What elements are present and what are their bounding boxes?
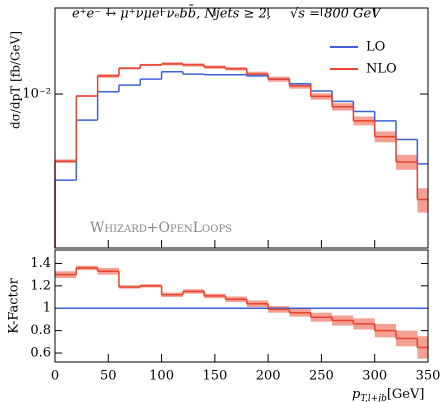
x-tick-label: 150 <box>202 369 227 384</box>
x-tick-label: 50 <box>100 369 117 384</box>
annotation: Whizard+OpenLoops <box>90 220 232 236</box>
plot-frame <box>54 249 429 363</box>
y-tick-label: 1.2 <box>30 278 51 293</box>
legend-label: NLO <box>366 62 397 77</box>
chart-title: e⁺e⁻ → μ⁺νμe⁻ν̄ₑbb̄, Njets ≥ 2, <box>72 5 271 22</box>
x-tick-label: 200 <box>256 369 281 384</box>
x-tick-label: 250 <box>309 369 334 384</box>
x-tick-label: 350 <box>416 369 441 384</box>
x-axis-label: pT,l+jb[GeV] <box>352 387 424 402</box>
x-tick-label: 100 <box>149 369 174 384</box>
plot-frame <box>54 7 429 249</box>
x-label-symbol: p <box>352 387 361 402</box>
y-tick-label: 10⁻² <box>22 87 51 102</box>
y-tick-label: 0.8 <box>30 323 51 338</box>
chart-subtitle: √s = 800 GeV <box>290 7 382 22</box>
x-tick-label: 300 <box>362 369 387 384</box>
uncertainty-band <box>417 188 428 213</box>
x-label-subscript: T,l+jb <box>360 394 387 402</box>
y-tick-label: 1.4 <box>30 256 51 271</box>
y-tick-label: 0.6 <box>30 346 51 361</box>
x-label-unit: [GeV] <box>387 387 425 402</box>
ratio-axis-label: K-Factor <box>7 277 22 333</box>
x-tick-label: 0 <box>51 369 59 384</box>
y-tick-label: 1 <box>43 301 51 316</box>
legend-label: LO <box>366 40 385 55</box>
y-axis-label: dσ/dpT [fb/GeV] <box>9 31 23 129</box>
